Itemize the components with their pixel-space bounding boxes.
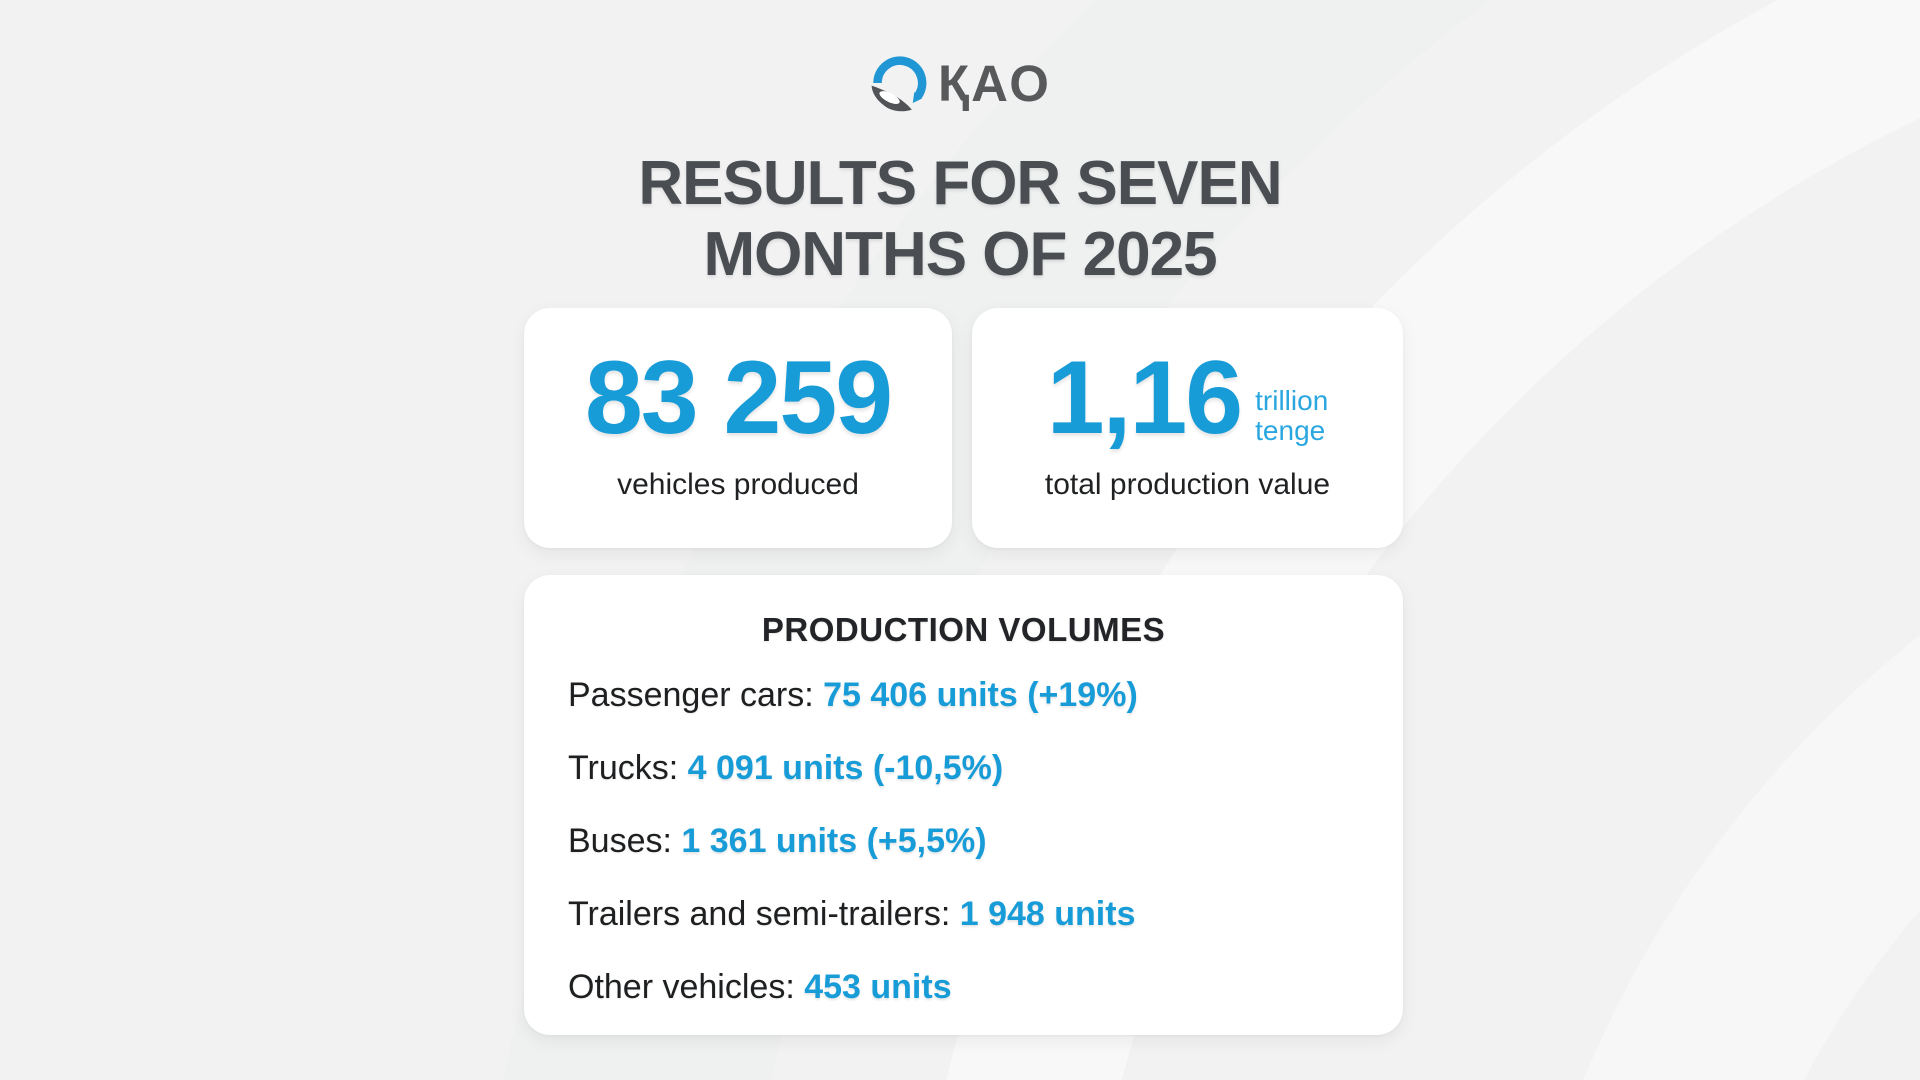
- volume-item-label: Trailers and semi-trailers:: [568, 895, 951, 933]
- volume-item-value: 75 406 units (+19%): [823, 676, 1138, 714]
- roundabout-arrow-road-icon: [871, 56, 927, 112]
- production-volumes-list: Passenger cars: 75 406 units (+19%) Truc…: [524, 675, 1403, 1007]
- production-value-caption: total production value: [1044, 468, 1331, 501]
- volume-item-value: 4 091 units (-10,5%): [687, 749, 1004, 787]
- volume-item-value: 1 361 units (+5,5%): [681, 822, 987, 860]
- volume-item-label: Buses:: [568, 822, 672, 860]
- kao-logo: ҚАО: [0, 52, 1920, 114]
- volume-item-label: Trucks:: [568, 749, 679, 787]
- production-volume-item-trailers: Trailers and semi-trailers: 1 948 units: [568, 894, 1403, 934]
- vehicles-produced-content: 83 259 vehicles produced: [524, 308, 952, 548]
- vehicles-produced-card: 83 259 vehicles produced: [524, 308, 952, 548]
- vehicles-produced-value: 83 259: [584, 340, 893, 456]
- production-volumes-card: PRODUCTION VOLUMES Passenger cars: 75 40…: [524, 575, 1403, 1035]
- production-value-unit: trillion tenge: [1255, 384, 1329, 446]
- production-value-unit-line2: tenge: [1255, 414, 1326, 446]
- production-volume-item-passenger-cars: Passenger cars: 75 406 units (+19%): [568, 675, 1403, 715]
- production-value-number: 1,16: [1046, 340, 1243, 456]
- production-volume-item-trucks: Trucks: 4 091 units (-10,5%): [568, 748, 1403, 788]
- volume-item-label: Passenger cars:: [568, 676, 814, 714]
- production-volumes-heading: PRODUCTION VOLUMES: [761, 611, 1166, 648]
- page-title-line1: RESULTS FOR SEVEN: [638, 149, 1282, 218]
- background-arc-inner: [1500, 400, 1920, 1080]
- volume-item-value: 1 948 units: [959, 895, 1136, 933]
- production-volume-item-buses: Buses: 1 361 units (+5,5%): [568, 821, 1403, 861]
- production-value-content: 1,16 trillion tenge total production val…: [972, 308, 1403, 548]
- production-value-card: 1,16 trillion tenge total production val…: [972, 308, 1403, 548]
- volume-item-value: 453 units: [804, 968, 952, 1006]
- page-title-line2: MONTHS OF 2025: [703, 220, 1217, 289]
- volume-item-label: Other vehicles:: [568, 968, 795, 1006]
- production-value-unit-line1: trillion: [1255, 384, 1329, 416]
- vehicles-produced-caption: vehicles produced: [617, 468, 859, 501]
- production-volume-item-other: Other vehicles: 453 units: [568, 967, 1403, 1007]
- production-value-row: 1,16 trillion tenge: [1047, 346, 1329, 450]
- page-title: RESULTS FOR SEVEN MONTHS OF 2025: [0, 148, 1920, 290]
- logo-text: ҚАО: [938, 54, 1051, 112]
